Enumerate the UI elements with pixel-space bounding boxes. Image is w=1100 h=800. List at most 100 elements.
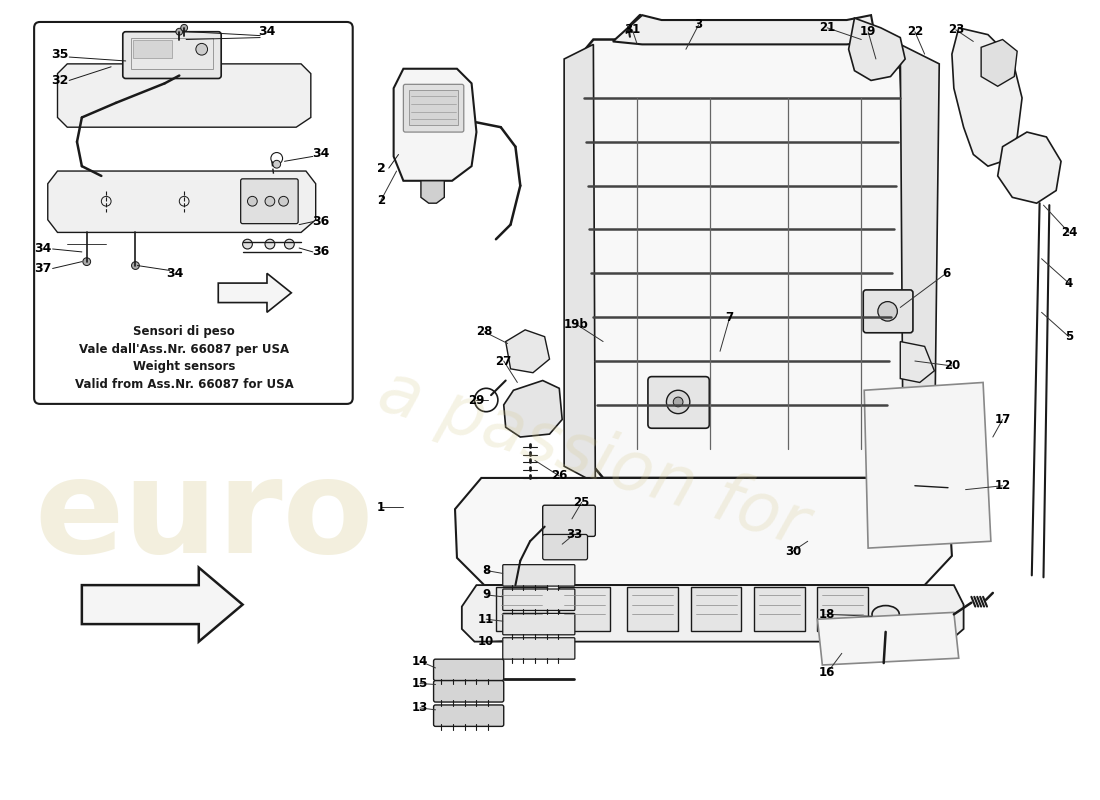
FancyBboxPatch shape bbox=[123, 32, 221, 78]
Polygon shape bbox=[47, 171, 316, 233]
Text: 30: 30 bbox=[785, 545, 801, 558]
Circle shape bbox=[180, 25, 188, 31]
Polygon shape bbox=[504, 381, 562, 437]
Polygon shape bbox=[81, 567, 243, 642]
Polygon shape bbox=[998, 132, 1062, 203]
Polygon shape bbox=[900, 342, 934, 382]
Bar bbox=[627, 587, 678, 631]
Text: 21: 21 bbox=[820, 22, 835, 34]
FancyBboxPatch shape bbox=[503, 565, 575, 586]
Text: 1: 1 bbox=[377, 501, 385, 514]
Polygon shape bbox=[569, 39, 915, 478]
Polygon shape bbox=[506, 330, 550, 373]
Text: 36: 36 bbox=[312, 246, 329, 258]
Text: 34: 34 bbox=[258, 26, 276, 38]
Polygon shape bbox=[394, 69, 476, 181]
Text: 9: 9 bbox=[482, 588, 491, 602]
FancyBboxPatch shape bbox=[542, 534, 587, 560]
FancyBboxPatch shape bbox=[503, 589, 575, 610]
Polygon shape bbox=[218, 274, 292, 312]
Text: 17: 17 bbox=[994, 413, 1011, 426]
Text: 35: 35 bbox=[51, 48, 68, 61]
Text: Valid from Ass.Nr. 66087 for USA: Valid from Ass.Nr. 66087 for USA bbox=[75, 378, 294, 391]
Text: 34: 34 bbox=[312, 147, 329, 160]
Polygon shape bbox=[981, 39, 1018, 86]
Text: 18: 18 bbox=[820, 608, 835, 621]
Text: 2: 2 bbox=[376, 162, 385, 174]
Text: Sensori di peso: Sensori di peso bbox=[133, 326, 235, 338]
Circle shape bbox=[82, 258, 90, 266]
Polygon shape bbox=[57, 64, 311, 127]
Circle shape bbox=[673, 397, 683, 407]
Text: 19: 19 bbox=[860, 26, 877, 38]
Circle shape bbox=[265, 239, 275, 249]
Text: 26: 26 bbox=[551, 470, 568, 482]
Text: 6: 6 bbox=[942, 267, 950, 280]
Text: 36: 36 bbox=[312, 215, 329, 228]
Bar bbox=[559, 587, 609, 631]
FancyBboxPatch shape bbox=[503, 638, 575, 659]
FancyBboxPatch shape bbox=[433, 705, 504, 726]
Text: 19b: 19b bbox=[563, 318, 589, 330]
Ellipse shape bbox=[948, 477, 979, 498]
Text: 15: 15 bbox=[411, 677, 428, 690]
Circle shape bbox=[132, 262, 140, 270]
Text: 27: 27 bbox=[496, 354, 512, 367]
Text: euro: euro bbox=[34, 454, 373, 581]
Circle shape bbox=[248, 196, 257, 206]
Polygon shape bbox=[865, 382, 991, 548]
Text: 32: 32 bbox=[51, 74, 68, 87]
Polygon shape bbox=[613, 15, 876, 44]
Circle shape bbox=[285, 239, 295, 249]
Circle shape bbox=[243, 239, 252, 249]
Circle shape bbox=[176, 28, 183, 35]
Text: 10: 10 bbox=[478, 635, 494, 648]
Text: 23: 23 bbox=[948, 23, 964, 36]
Text: 3: 3 bbox=[694, 18, 703, 31]
Polygon shape bbox=[952, 28, 1022, 166]
Text: 24: 24 bbox=[1060, 226, 1077, 239]
Text: 34: 34 bbox=[34, 242, 52, 255]
FancyBboxPatch shape bbox=[864, 290, 913, 333]
Text: Weight sensors: Weight sensors bbox=[133, 360, 235, 374]
Circle shape bbox=[878, 302, 898, 321]
Text: 8: 8 bbox=[482, 564, 491, 577]
Polygon shape bbox=[455, 478, 952, 585]
Text: 33: 33 bbox=[565, 528, 582, 541]
Text: 5: 5 bbox=[1065, 330, 1072, 343]
Text: 12: 12 bbox=[994, 479, 1011, 492]
Bar bbox=[131, 38, 213, 69]
Text: 22: 22 bbox=[906, 26, 923, 38]
Circle shape bbox=[265, 196, 275, 206]
Text: 4: 4 bbox=[1065, 277, 1072, 290]
Bar bbox=[496, 587, 547, 631]
Text: 7: 7 bbox=[726, 310, 734, 324]
Text: 29: 29 bbox=[469, 394, 485, 406]
FancyBboxPatch shape bbox=[404, 84, 464, 132]
Circle shape bbox=[273, 160, 280, 168]
Text: a passion for: a passion for bbox=[371, 358, 816, 559]
Text: 13: 13 bbox=[411, 702, 428, 714]
Circle shape bbox=[667, 390, 690, 414]
FancyBboxPatch shape bbox=[433, 681, 504, 702]
Text: 37: 37 bbox=[34, 262, 52, 275]
FancyBboxPatch shape bbox=[433, 659, 504, 681]
Circle shape bbox=[278, 196, 288, 206]
Bar bbox=[755, 587, 805, 631]
Text: 34: 34 bbox=[166, 267, 183, 280]
Ellipse shape bbox=[872, 606, 900, 623]
Text: 16: 16 bbox=[820, 666, 835, 679]
Bar bbox=[133, 41, 173, 58]
Text: 20: 20 bbox=[944, 359, 960, 372]
Text: 11: 11 bbox=[478, 613, 494, 626]
FancyBboxPatch shape bbox=[648, 377, 710, 428]
FancyBboxPatch shape bbox=[241, 179, 298, 224]
Text: 2: 2 bbox=[377, 194, 385, 206]
Bar bbox=[691, 587, 741, 631]
Polygon shape bbox=[900, 44, 939, 478]
Polygon shape bbox=[817, 612, 959, 665]
Polygon shape bbox=[564, 44, 595, 483]
Text: 28: 28 bbox=[476, 326, 493, 338]
Bar bbox=[817, 587, 868, 631]
FancyBboxPatch shape bbox=[542, 506, 595, 537]
